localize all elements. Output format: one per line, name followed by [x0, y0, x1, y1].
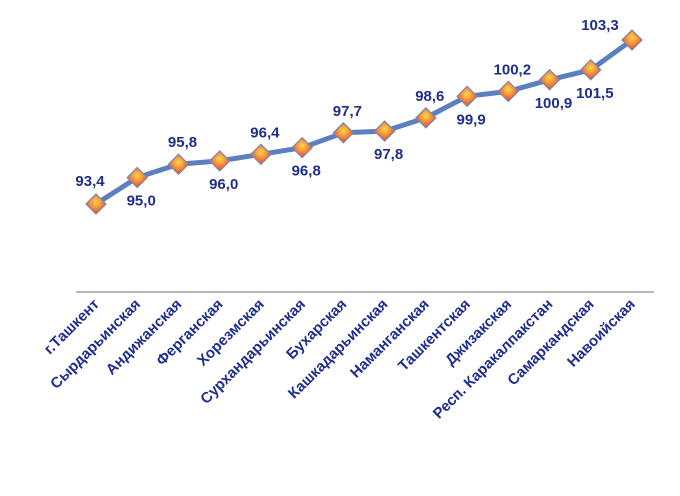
data-label: 96,4	[250, 124, 280, 141]
data-label: 93,4	[75, 173, 105, 190]
data-label: 100,9	[535, 95, 573, 112]
data-point-marker	[85, 193, 107, 215]
data-point-marker	[126, 166, 149, 189]
data-label: 103,3	[581, 17, 619, 34]
data-point-marker	[332, 121, 355, 144]
data-point-marker	[538, 68, 561, 91]
data-point-marker	[291, 136, 314, 159]
data-label: 99,9	[456, 111, 485, 128]
data-label: 96,8	[292, 163, 321, 180]
data-label: 96,0	[209, 176, 238, 193]
data-point-marker	[497, 80, 520, 103]
data-label: 97,7	[333, 103, 362, 120]
data-point-marker	[456, 85, 478, 108]
data-label: 98,6	[415, 88, 444, 105]
data-point-marker	[373, 120, 396, 142]
data-point-marker	[167, 153, 190, 176]
data-label: 95,8	[168, 134, 197, 151]
data-point-marker	[414, 107, 437, 129]
data-label: 101,5	[576, 85, 614, 102]
data-label: 100,2	[494, 61, 532, 78]
data-point-marker	[579, 58, 602, 81]
data-point-marker	[250, 143, 272, 166]
data-label: 97,8	[374, 146, 403, 163]
data-point-marker	[621, 29, 643, 51]
category-label: Ташкентская	[395, 296, 474, 375]
series-line	[94, 37, 634, 207]
data-label: 95,0	[127, 193, 156, 210]
data-point-marker	[208, 150, 231, 172]
